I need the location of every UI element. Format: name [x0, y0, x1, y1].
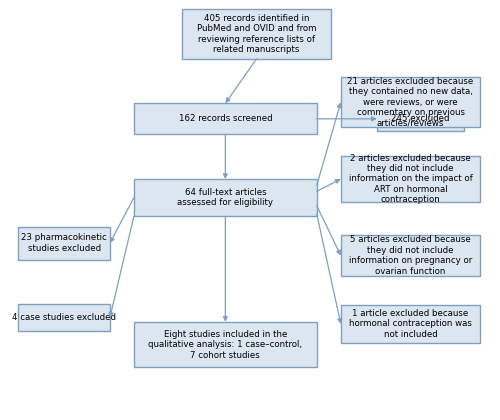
Text: 405 records identified in
PubMed and OVID and from
reviewing reference lists of
: 405 records identified in PubMed and OVI… [197, 14, 316, 54]
FancyBboxPatch shape [182, 9, 331, 59]
FancyBboxPatch shape [134, 179, 317, 216]
FancyBboxPatch shape [377, 106, 464, 131]
Text: 64 full-text articles
assessed for eligibility: 64 full-text articles assessed for eligi… [178, 188, 274, 207]
Text: 5 articles excluded because
they did not include
information on pregnancy or
ova: 5 articles excluded because they did not… [349, 236, 472, 276]
Text: 23 pharmacokinetic
studies excluded: 23 pharmacokinetic studies excluded [22, 234, 107, 253]
FancyBboxPatch shape [341, 156, 480, 202]
FancyBboxPatch shape [18, 304, 110, 331]
Text: 245 excluded: 245 excluded [391, 114, 450, 123]
FancyBboxPatch shape [134, 103, 317, 134]
Text: 2 articles excluded because
they did not include
information on the impact of
AR: 2 articles excluded because they did not… [348, 154, 472, 204]
Text: 1 article excluded because
hormonal contraception was
not included: 1 article excluded because hormonal cont… [349, 309, 472, 339]
FancyBboxPatch shape [341, 305, 480, 343]
Text: 21 articles excluded because
they contained no new data,
were reviews, or were
c: 21 articles excluded because they contai… [348, 77, 474, 128]
Text: 162 records screened: 162 records screened [178, 114, 272, 123]
FancyBboxPatch shape [341, 235, 480, 276]
FancyBboxPatch shape [134, 322, 317, 368]
Text: 4 case studies excluded: 4 case studies excluded [12, 313, 116, 322]
Text: Eight studies included in the
qualitative analysis: 1 case–control,
7 cohort stu: Eight studies included in the qualitativ… [148, 330, 302, 360]
FancyBboxPatch shape [18, 226, 110, 260]
FancyBboxPatch shape [341, 77, 480, 127]
